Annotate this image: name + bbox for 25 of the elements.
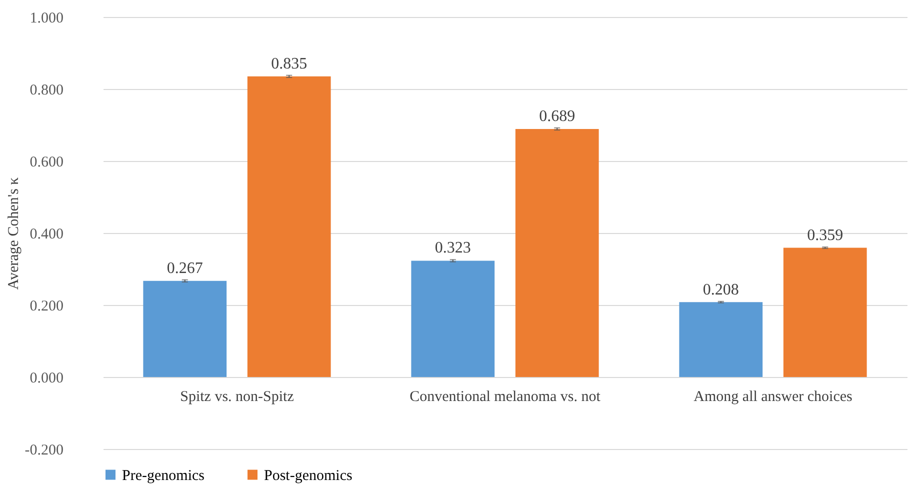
- x-tick-label: Spitz vs. non-Spitz: [180, 389, 294, 405]
- bar: [411, 260, 495, 377]
- data-label: 0.689: [539, 108, 576, 125]
- data-label: 0.208: [702, 281, 739, 298]
- y-tick-label: 0.000: [30, 370, 64, 386]
- y-tick-label: 0.200: [30, 298, 64, 314]
- bar: [515, 128, 599, 377]
- legend-label: Post-genomics: [264, 468, 352, 484]
- y-tick-label: 0.800: [30, 82, 64, 98]
- data-label: 0.323: [434, 240, 471, 257]
- y-tick-label: -0.200: [24, 442, 64, 458]
- bar: [783, 248, 867, 377]
- y-tick-label: 1.000: [30, 10, 64, 26]
- data-label: 0.267: [166, 260, 203, 277]
- legend-label: Pre-genomics: [122, 468, 205, 484]
- y-tick-label: 0.600: [30, 154, 64, 170]
- data-label: 0.835: [271, 55, 308, 72]
- bar: [143, 280, 227, 377]
- bar: [679, 302, 763, 377]
- x-tick-label: Conventional melanoma vs. not: [410, 389, 602, 405]
- data-label: 0.359: [807, 227, 844, 244]
- bar: [247, 76, 331, 377]
- x-tick-label: Among all answer choices: [694, 389, 853, 405]
- y-axis-title: Average Cohen's κ: [6, 176, 22, 290]
- y-tick-label: 0.400: [30, 226, 64, 242]
